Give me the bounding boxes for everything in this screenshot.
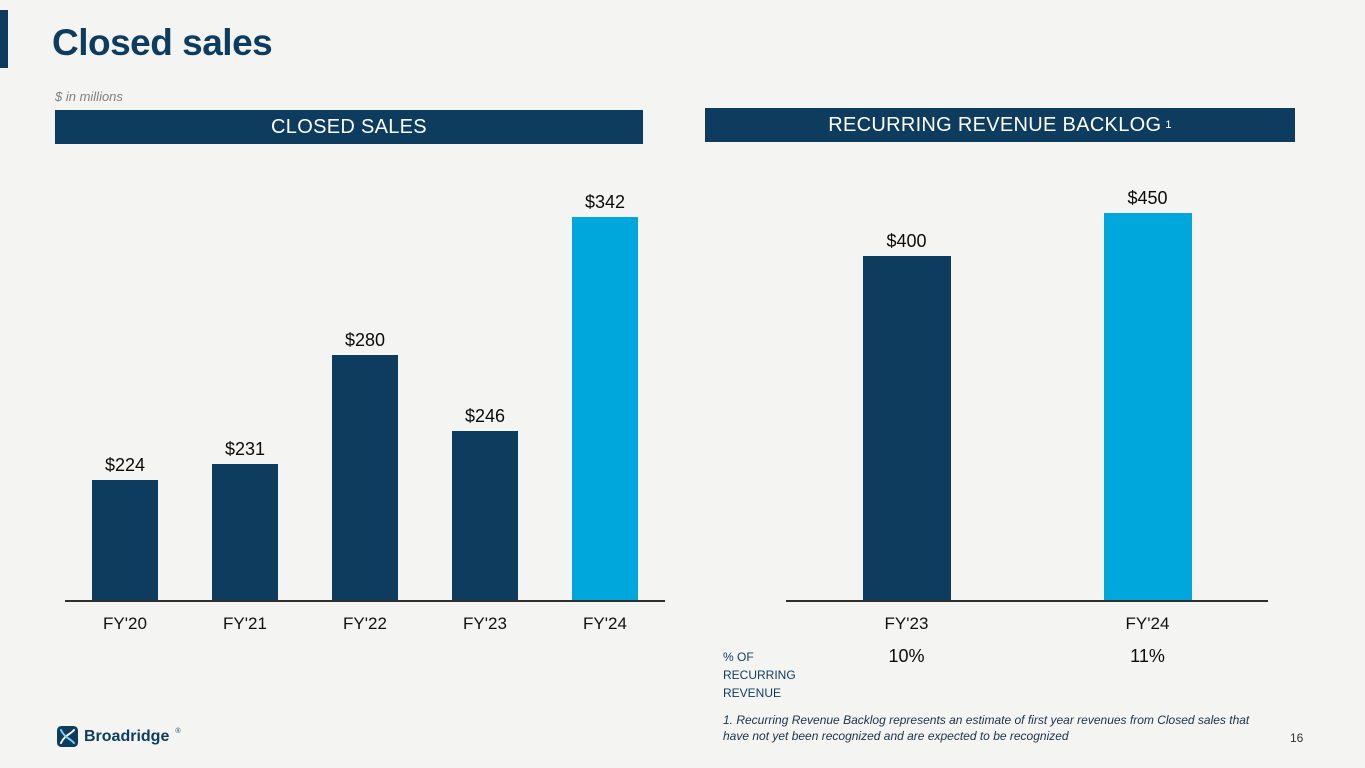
pct-of-recurring-revenue-label: % OF RECURRING REVENUE [723, 650, 796, 700]
bar-value-label: $450 [1127, 188, 1168, 208]
closed-sales-chart: $224 FY'20 $231 FY'21 $280 FY'22 $246 FY'23 $342… [65, 170, 665, 634]
bar-fy21 [212, 464, 278, 600]
bar-fy23 [862, 256, 951, 600]
category-label: FY'20 [103, 614, 147, 633]
bar-value-label: $342 [584, 192, 626, 212]
bar-column: $231 FY'21 [185, 170, 305, 634]
category-label: FY'21 [223, 614, 267, 633]
bar-plot-area: $224 [92, 170, 158, 600]
bar-column: $450 FY'24 [1027, 170, 1268, 634]
pct-of-recurring-revenue-values: 10% 11% [786, 646, 1268, 667]
bar-fy24 [1103, 213, 1192, 600]
x-axis-line [786, 600, 1268, 602]
units-note: $ in millions [55, 89, 123, 104]
page-number: 16 [1290, 731, 1304, 745]
category-label: FY'23 [884, 614, 929, 633]
bar-column: $400 FY'23 [786, 170, 1027, 634]
broadridge-logo: Broadridge ® [57, 726, 181, 747]
bar-fy22 [332, 355, 398, 600]
bar-plot-area: $342 [572, 170, 638, 600]
closed-sales-header-label: CLOSED SALES [271, 115, 427, 138]
footnote-text: 1. Recurring Revenue Backlog represents … [723, 713, 1250, 744]
bar-fy23 [452, 431, 518, 600]
bar-column: $246 FY'23 [425, 170, 545, 634]
bar-plot-area: $280 [332, 170, 398, 600]
recurring-revenue-header: RECURRING REVENUE BACKLOG 1 [705, 108, 1295, 142]
bar-fy24 [572, 217, 638, 600]
bar-columns: $400 FY'23 $450 FY'24 [786, 170, 1268, 634]
bar-column: $342 FY'24 [545, 170, 665, 634]
category-label: FY'23 [463, 614, 507, 633]
bar-value-label: $246 [464, 406, 506, 426]
bar-plot-area: $450 [1103, 170, 1192, 600]
bar-value-label: $224 [104, 455, 146, 475]
bar-column: $280 FY'22 [305, 170, 425, 634]
bar-plot-area: $400 [862, 170, 951, 600]
pct-value-fy23: 10% [888, 646, 925, 666]
broadridge-logo-text: Broadridge [84, 727, 170, 745]
bar-column: $224 FY'20 [65, 170, 185, 634]
registered-mark: ® [175, 728, 181, 735]
category-label: FY'22 [343, 614, 387, 633]
bar-plot-area: $231 [212, 170, 278, 600]
closed-sales-header: CLOSED SALES [55, 110, 643, 144]
bar-fy20 [92, 480, 158, 600]
pct-value-fy24: 11% [1130, 646, 1165, 666]
category-label: FY'24 [583, 614, 627, 633]
broadridge-logo-icon [57, 726, 78, 747]
recurring-revenue-chart: $400 FY'23 $450 FY'24 [786, 170, 1268, 634]
x-axis-line [65, 600, 665, 602]
recurring-revenue-header-label: RECURRING REVENUE BACKLOG [828, 113, 1162, 136]
bar-value-label: $231 [224, 439, 266, 459]
bar-value-label: $400 [886, 231, 927, 251]
bar-columns: $224 FY'20 $231 FY'21 $280 FY'22 $246 FY'23 $342… [65, 170, 665, 634]
category-label: FY'24 [1125, 614, 1170, 633]
bar-plot-area: $246 [452, 170, 518, 600]
left-accent-bar [0, 10, 8, 68]
page-title: Closed sales [52, 22, 273, 63]
bar-value-label: $280 [344, 330, 386, 350]
